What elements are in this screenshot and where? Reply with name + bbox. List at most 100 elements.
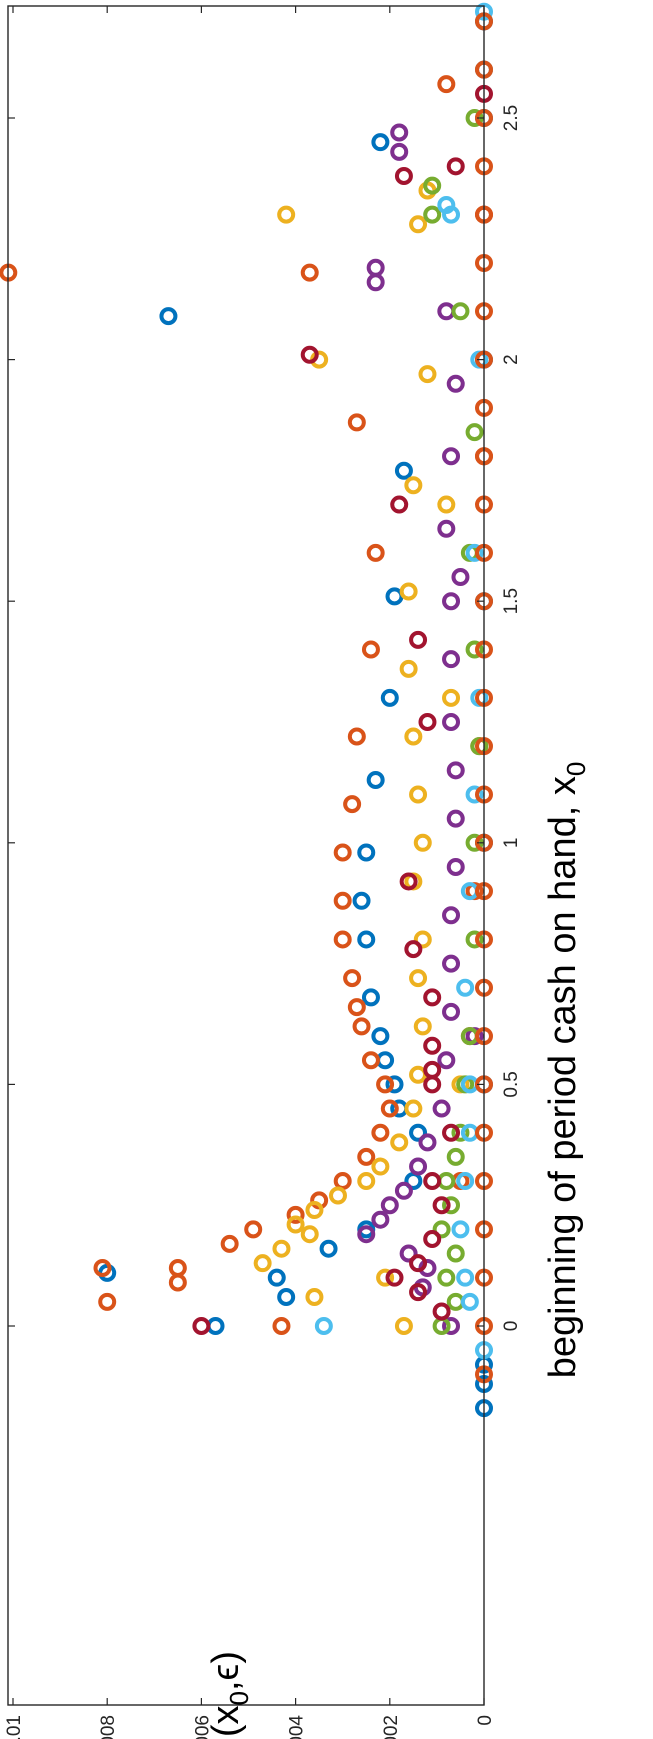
data-point [446, 1292, 465, 1311]
data-point [442, 713, 461, 731]
data-point [437, 1268, 456, 1287]
data-point [442, 650, 461, 669]
x-tick-label: 0 [501, 1321, 522, 1332]
data-point [300, 263, 319, 282]
x-tick-label: 2.5 [501, 105, 522, 131]
data-point [409, 1254, 428, 1273]
data-point [413, 833, 432, 852]
plot-frame [7, 5, 485, 1706]
data-point [442, 1002, 461, 1021]
data-point [168, 1259, 187, 1278]
data-point [394, 461, 413, 480]
data-point [343, 795, 362, 814]
series-7 [192, 84, 493, 1335]
data-point [376, 1051, 395, 1070]
data-point [437, 195, 456, 214]
data-point [418, 365, 437, 384]
data-point [409, 1283, 428, 1302]
data-point [460, 1292, 479, 1311]
data-point [305, 1288, 324, 1307]
data-point [272, 1239, 291, 1258]
data-point [93, 1259, 112, 1278]
data-point [442, 906, 461, 925]
data-point [366, 770, 385, 789]
data-point [437, 1051, 456, 1070]
data-point [432, 1302, 451, 1321]
data-point [442, 1123, 461, 1142]
y-tick-label: 0.006 [192, 1715, 213, 1739]
data-point [347, 727, 366, 746]
data-point [437, 75, 456, 94]
data-point [272, 1317, 291, 1335]
data-point [206, 1317, 225, 1335]
data-point [376, 1268, 395, 1287]
data-point [409, 215, 428, 234]
data-point [409, 969, 428, 988]
data-point [451, 302, 470, 321]
data-point [465, 423, 484, 442]
data-point [399, 1244, 418, 1263]
data-point [277, 1288, 296, 1307]
data-point [404, 476, 423, 495]
data-point [305, 1201, 324, 1220]
data-point [168, 1273, 187, 1292]
data-point [300, 345, 319, 364]
data-point [361, 988, 380, 1007]
data-point [442, 1196, 461, 1215]
data-point [413, 930, 432, 949]
data-point [361, 1051, 380, 1070]
data-point [343, 969, 362, 988]
data-point [253, 1254, 272, 1273]
data-point [286, 1205, 305, 1224]
data-point [380, 1196, 399, 1215]
data-point [423, 1036, 442, 1055]
data-point [442, 688, 461, 707]
data-point [451, 1220, 470, 1239]
data-point [456, 1172, 475, 1191]
data-point [352, 891, 371, 910]
data-point [437, 519, 456, 538]
data-point [437, 1172, 456, 1191]
data-point [446, 809, 465, 828]
data-point [98, 1292, 117, 1311]
data-point [371, 1210, 390, 1229]
data-point [399, 659, 418, 678]
data-point [446, 761, 465, 780]
data-point [423, 176, 442, 195]
data-point [385, 1268, 404, 1287]
data-point [465, 640, 484, 659]
plot-area [0, 2, 493, 1418]
data-point [409, 630, 428, 649]
data-point [286, 1215, 305, 1234]
data-point [423, 988, 442, 1007]
data-point [380, 688, 399, 707]
data-point [390, 1133, 409, 1152]
data-point [451, 568, 470, 587]
data-point [319, 1239, 338, 1258]
data-point [371, 1123, 390, 1142]
data-point [409, 1065, 428, 1084]
data-point [314, 1317, 333, 1335]
y-axis-label: μ(x0,ϵ) [205, 1651, 254, 1739]
data-point [465, 785, 484, 804]
data-point [277, 205, 296, 224]
data-point [437, 302, 456, 321]
data-point [376, 1075, 395, 1094]
series-3 [253, 181, 470, 1335]
data-point [371, 133, 390, 152]
data-point [446, 1244, 465, 1263]
data-point [456, 1268, 475, 1287]
x-tick-label: 0.5 [501, 1071, 522, 1097]
data-point [409, 1123, 428, 1142]
data-point [404, 940, 423, 959]
data-point [399, 582, 418, 601]
data-point [366, 258, 385, 277]
data-point [366, 543, 385, 562]
data-point [357, 1225, 376, 1244]
data-point [446, 1147, 465, 1166]
data-point [385, 587, 404, 606]
data-point [390, 495, 409, 514]
series-4 [357, 123, 484, 1335]
y-tick-label: 0.004 [287, 1715, 308, 1739]
data-point [404, 1099, 423, 1118]
